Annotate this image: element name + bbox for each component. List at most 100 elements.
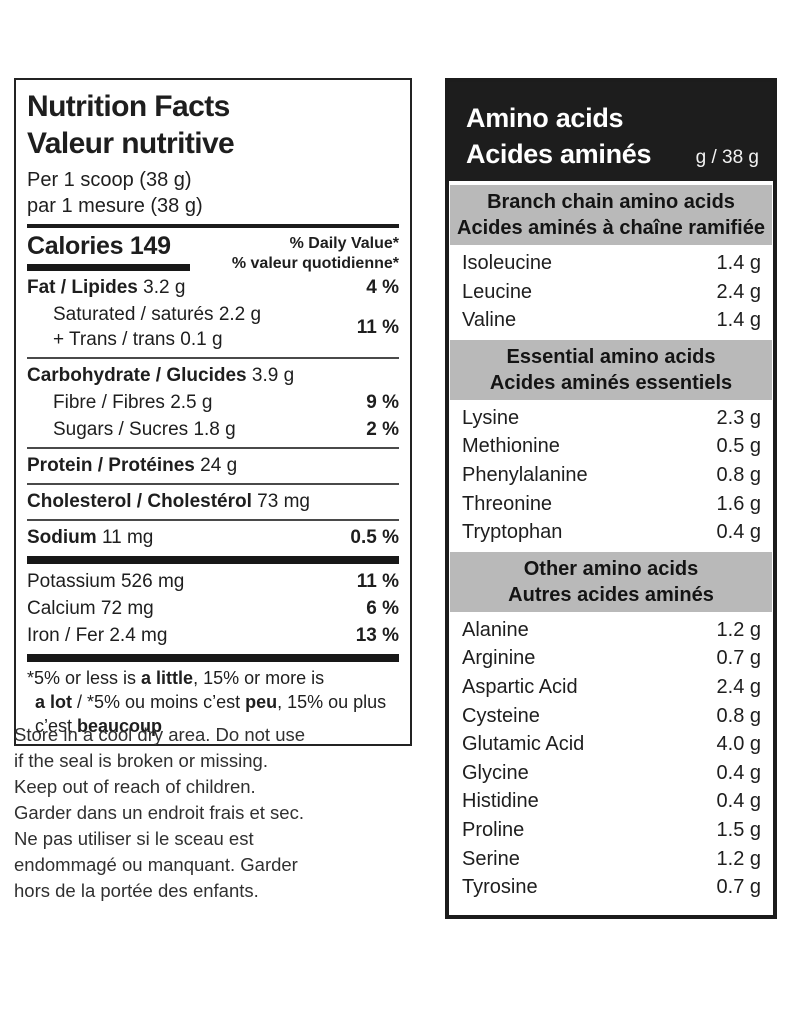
divider-thick: [27, 556, 399, 564]
amino-acid-row: Cysteine 0.8 g: [462, 702, 761, 731]
amino-acid-name: Leucine: [462, 280, 533, 303]
carbohydrate-label: Carbohydrate / Glucides 3.9 g: [27, 363, 294, 388]
amino-acid-row: Leucine 2.4 g: [462, 278, 761, 307]
sugars-name: Sugars / Sucres: [53, 419, 189, 440]
calcium-label: Calcium 72 mg: [27, 596, 154, 621]
footnote-bold: a lot: [35, 692, 73, 712]
calcium-amount: 72 mg: [100, 598, 154, 619]
nutrient-row-sugars: Sugars / Sucres 1.8 g 2 %: [27, 416, 399, 443]
amino-acid-value: 0.5 g: [716, 435, 761, 458]
divider-thin: [27, 483, 399, 485]
amino-acids-panel: Amino acids Acides aminés g / 38 g Branc…: [445, 78, 777, 919]
amino-acids-title-row: Acides aminés g / 38 g: [466, 136, 761, 172]
footnote-text: , 15% or more is: [193, 668, 325, 688]
calories-row: Calories 149 % Daily Value* % valeur quo…: [27, 231, 399, 274]
carbohydrate-name: Carbohydrate / Glucides: [27, 365, 247, 386]
amino-acid-name: Cysteine: [462, 704, 540, 727]
footnote-bold: a little: [141, 668, 194, 688]
daily-value-header: % Daily Value* % valeur quotidienne*: [232, 231, 399, 274]
sugars-amount: 1.8 g: [193, 419, 236, 440]
amino-acid-row: Tyrosine 0.7 g: [462, 873, 761, 902]
divider-thick: [27, 654, 399, 662]
trans-amount: 0.1 g: [180, 329, 223, 350]
calories-word: Calories: [27, 232, 124, 260]
nutrient-row-fibre: Fibre / Fibres 2.5 g 9 %: [27, 389, 399, 416]
divider-thin: [27, 357, 399, 359]
sodium-dv: 0.5 %: [350, 527, 399, 548]
calcium-dv: 6 %: [366, 598, 399, 619]
serving-size-en: Per 1 scoop (38 g): [27, 169, 192, 191]
iron-name: Iron / Fer: [27, 625, 105, 646]
footnote-bold: peu: [245, 692, 278, 712]
fibre-label: Fibre / Fibres 2.5 g: [27, 390, 212, 415]
nutrient-row-sodium: Sodium 11 mg 0.5 %: [27, 524, 399, 551]
nutrient-row-fat: Fat / Lipides 3.2 g 4 %: [27, 274, 399, 301]
amino-acid-value: 4.0 g: [716, 733, 761, 756]
amino-acid-name: Histidine: [462, 790, 539, 813]
trans-label: + Trans / trans 0.1 g: [27, 327, 261, 352]
group-banner-essential: Essential amino acids Acides aminés esse…: [450, 339, 772, 400]
nutrient-row-cholesterol: Cholesterol / Cholestérol 73 mg: [27, 488, 399, 515]
saturated-name: Saturated / saturés: [53, 304, 214, 325]
potassium-name: Potassium: [27, 571, 116, 592]
protein-name: Protein / Protéines: [27, 455, 195, 476]
saturated-trans-dv: 11 %: [356, 316, 399, 338]
amino-acid-value: 2.4 g: [716, 280, 761, 303]
fibre-name: Fibre / Fibres: [53, 392, 165, 413]
fibre-amount: 2.5 g: [170, 392, 213, 413]
amino-acid-name: Isoleucine: [462, 252, 553, 274]
amino-acid-value: 1.4 g: [716, 309, 761, 332]
sodium-label: Sodium 11 mg: [27, 525, 153, 550]
saturated-trans-labels: Saturated / saturés 2.2 g + Trans / tran…: [27, 302, 261, 352]
group-banner-other: Other amino acids Autres acides aminés: [450, 551, 772, 612]
footnote-line-1: *5% or less is a little, 15% or more is: [27, 666, 399, 690]
group-heading-fr: Acides aminés essentiels: [489, 371, 733, 394]
amino-acids-unit: g / 38 g: [695, 147, 759, 168]
nutrition-title-en: Nutrition Facts: [27, 90, 230, 123]
bcaa-rows: Isoleucine 1.4 g Leucine 2.4 g Valine 1.4 g: [449, 245, 773, 340]
amino-acid-value: 0.8 g: [716, 704, 761, 727]
amino-acid-name: Serine: [462, 847, 520, 870]
amino-acid-row: Glutamic Acid 4.0 g: [462, 730, 761, 759]
amino-acid-value: 0.4 g: [716, 761, 761, 784]
amino-acid-row: Arginine 0.7 g: [462, 644, 761, 673]
nutrient-row-iron: Iron / Fer 2.4 mg 13 %: [27, 622, 399, 649]
sodium-amount: 11 mg: [101, 527, 154, 548]
storage-text-en: Store in a cool dry area. Do not use if …: [14, 724, 306, 797]
amino-acid-name: Phenylalanine: [462, 463, 588, 486]
potassium-label: Potassium 526 mg: [27, 569, 184, 594]
essential-rows: Lysine 2.3 g Methionine 0.5 g Phenylalanin…: [449, 400, 773, 552]
potassium-dv: 11 %: [356, 571, 399, 592]
amino-acid-value: 1.2 g: [716, 618, 761, 641]
daily-value-header-fr: % valeur quotidienne*: [231, 255, 399, 272]
amino-acid-row: Isoleucine 1.4 g: [462, 249, 761, 278]
saturated-amount: 2.2 g: [218, 304, 262, 325]
footnote-bold: beaucoup: [77, 716, 163, 736]
fat-label: Fat / Lipides 3.2 g: [27, 275, 185, 300]
daily-value-footnote: *5% or less is a little, 15% or more is …: [27, 666, 399, 738]
amino-acid-row: Serine 1.2 g: [462, 845, 761, 874]
calories-block: Calories 149: [27, 231, 190, 274]
nutrient-row-potassium: Potassium 526 mg 11 %: [27, 568, 399, 595]
saturated-label: Saturated / saturés 2.2 g: [27, 302, 261, 327]
sugars-label: Sugars / Sucres 1.8 g: [27, 417, 236, 442]
amino-acid-name: Aspartic Acid: [462, 675, 578, 698]
footnote-line-2: a lot / *5% ou moins c’est peu, 15% ou p…: [27, 690, 399, 714]
amino-acids-title-en: Amino acids: [466, 103, 624, 133]
cholesterol-name: Cholesterol / Cholestérol: [27, 491, 252, 512]
iron-amount: 2.4 mg: [109, 625, 168, 646]
amino-acids-header: Amino acids Acides aminés g / 38 g: [449, 82, 773, 181]
divider-medium: [27, 224, 399, 228]
amino-acid-name: Threonine: [462, 492, 553, 515]
amino-acid-value: 0.7 g: [716, 647, 761, 670]
footnote-text: , 15% ou plus: [277, 692, 387, 712]
amino-acid-name: Lysine: [462, 406, 520, 429]
amino-acid-name: Glutamic Acid: [462, 733, 585, 756]
amino-acid-value: 1.2 g: [716, 847, 761, 870]
fat-amount: 3.2 g: [143, 277, 186, 298]
amino-acid-row: Histidine 0.4 g: [462, 787, 761, 816]
amino-acid-value: 2.3 g: [716, 406, 761, 429]
amino-acid-row: Threonine 1.6 g: [462, 490, 761, 519]
fibre-dv: 9 %: [366, 392, 399, 413]
trans-name: + Trans / trans: [53, 329, 175, 350]
